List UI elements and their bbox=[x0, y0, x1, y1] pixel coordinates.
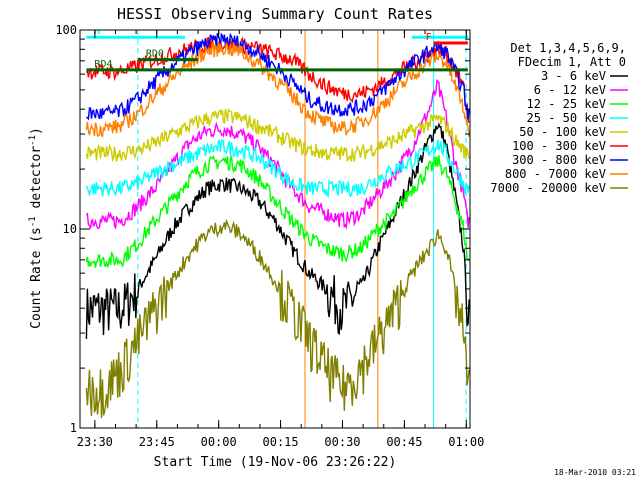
flag-label-2: RD0 bbox=[146, 49, 164, 60]
x-axis-label: Start Time (19-Nov-06 23:26:22) bbox=[154, 455, 397, 470]
series-line-8 bbox=[85, 218, 470, 419]
flag-label-3: F bbox=[426, 32, 432, 43]
y-axis-label-sup2: -1 bbox=[28, 135, 38, 146]
x-tick-label-6: 01:00 bbox=[448, 435, 484, 449]
x-tick-label-2: 00:00 bbox=[201, 435, 237, 449]
legend-label-3: 25 - 50 keV bbox=[527, 111, 606, 125]
y-tick-label-1: 10 bbox=[63, 222, 77, 236]
y-axis-label: Count Rate (s-1 detector-1) bbox=[28, 127, 44, 329]
legend-label-5: 100 - 300 keV bbox=[512, 139, 606, 153]
y-axis-label-end: ) bbox=[29, 127, 44, 135]
legend-label-2: 12 - 25 keV bbox=[527, 97, 606, 111]
x-tick-label-5: 00:45 bbox=[386, 435, 422, 449]
legend-label-1: 6 - 12 keV bbox=[534, 83, 606, 97]
series-line-7 bbox=[85, 40, 470, 138]
series-line-3 bbox=[85, 138, 470, 199]
legend-label-8: 7000 - 20000 keV bbox=[490, 181, 606, 195]
legend-header-line2: FDecim 1, Att 0 bbox=[518, 55, 626, 69]
y-axis-label-mid: detector bbox=[29, 146, 44, 217]
x-tick-label-4: 00:30 bbox=[324, 435, 360, 449]
series-line-4 bbox=[85, 107, 470, 163]
x-tick-label-0: 23:30 bbox=[77, 435, 113, 449]
legend-label-7: 800 - 7000 keV bbox=[505, 167, 606, 181]
legend-header-line1: Det 1,3,4,5,6,9, bbox=[510, 41, 626, 55]
y-tick-label-2: 100 bbox=[55, 23, 77, 37]
y-tick-label-0: 1 bbox=[70, 421, 77, 435]
x-tick-label-3: 00:15 bbox=[263, 435, 299, 449]
legend-label-6: 300 - 800 keV bbox=[512, 153, 606, 167]
legend: Det 1,3,4,5,6,9, FDecim 1, Att 0 3 - 6 k… bbox=[490, 41, 628, 195]
series-line-1 bbox=[85, 78, 470, 231]
flag-label-0: N bbox=[94, 26, 100, 37]
x-tick-label-1: 23:45 bbox=[139, 435, 175, 449]
y-axis-label-sup1: -1 bbox=[28, 216, 38, 227]
series-line-2 bbox=[85, 154, 470, 269]
legend-label-0: 3 - 6 keV bbox=[541, 69, 606, 83]
y-axis-label-main: Count Rate (s bbox=[29, 227, 44, 329]
footer-timestamp: 18-Mar-2010 03:21 bbox=[554, 468, 636, 477]
flag-label-1: RD4 bbox=[94, 59, 112, 70]
legend-label-4: 50 - 100 keV bbox=[519, 125, 606, 139]
chart-title: HESSI Observing Summary Count Rates bbox=[117, 5, 433, 23]
